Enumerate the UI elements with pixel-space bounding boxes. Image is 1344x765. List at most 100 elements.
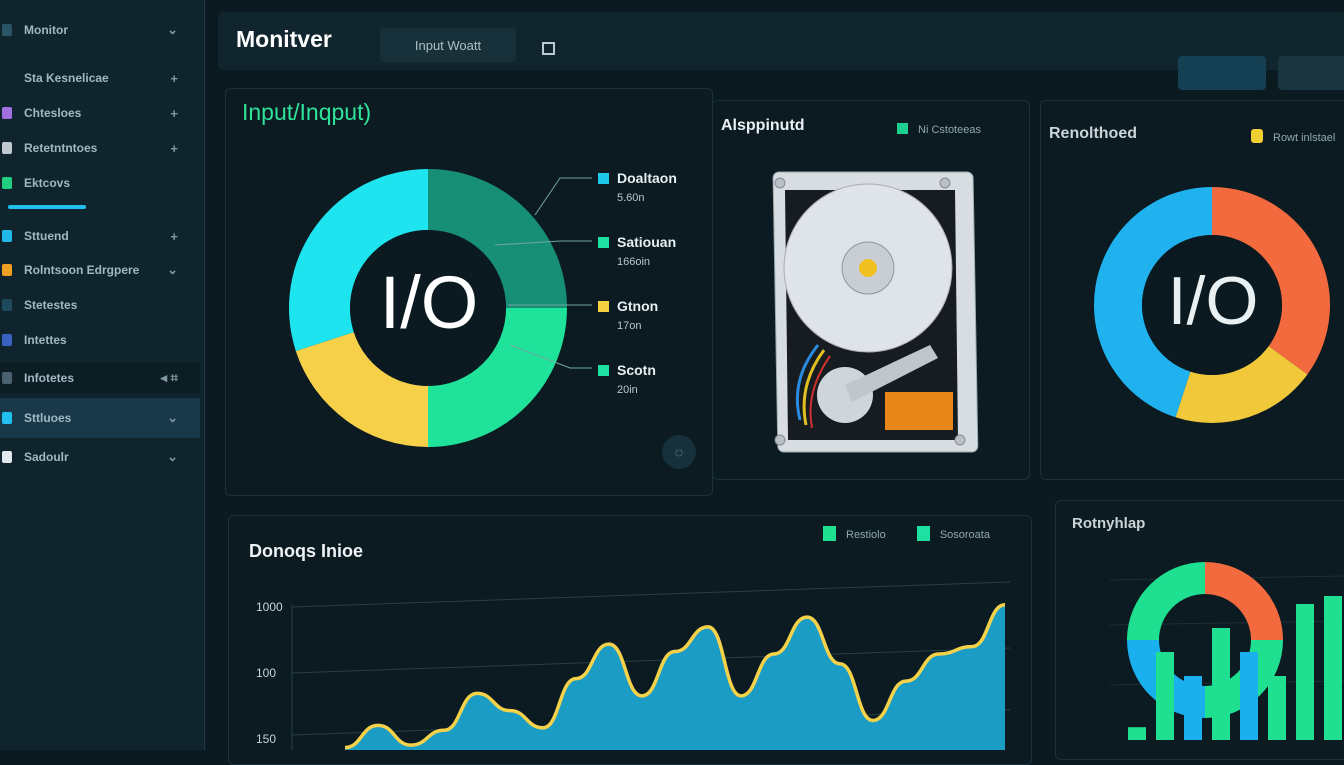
bar (1324, 596, 1342, 740)
sidebar-item-label: Chtesloes (24, 106, 82, 120)
leader-line (494, 240, 592, 246)
active-indicator (8, 205, 86, 209)
app-icon (2, 299, 12, 311)
gridline (291, 581, 1011, 608)
chevron-down-icon[interactable]: ⌄ (167, 22, 178, 37)
bar (1212, 628, 1230, 740)
legend-label: Restiolo (846, 529, 886, 541)
legend-name: Doaltaon (617, 170, 677, 186)
io-legend-item: Gtnon 17on (598, 298, 658, 332)
sidebar-item-label: Sttuend (24, 229, 69, 243)
io-panel-title: Input/Inqput) (242, 99, 372, 125)
sidebar-item-label: Sttluoes (24, 411, 72, 425)
chat-icon[interactable]: ◌ (662, 435, 696, 469)
io-legend-item: Doaltaon 5.60n (598, 170, 677, 204)
chevron-down-icon[interactable]: ⌄ (167, 262, 178, 277)
sidebar-item[interactable]: Chtesloes + (0, 98, 200, 128)
bar (1128, 727, 1146, 740)
plus-icon[interactable]: + (170, 105, 178, 121)
legend-swatch (916, 526, 930, 541)
legend-swatch (1251, 129, 1263, 143)
sidebar-item[interactable]: Monitor ⌄ (0, 15, 200, 45)
legend-label: Sosoroata (939, 529, 990, 541)
plus-icon[interactable]: + (170, 70, 178, 86)
area-fill (345, 604, 1005, 750)
right-donut-slice (1175, 346, 1308, 423)
right-io-center-label: I/O (1167, 263, 1259, 339)
io-legend-item: Scotn 20in (598, 362, 656, 396)
gridline (291, 647, 1011, 674)
sidebar-item[interactable]: Sttluoes ⌄ (0, 398, 200, 438)
io-donut-slice (289, 169, 428, 351)
right-donut-slice (1212, 187, 1330, 375)
sidebar-item-label: Monitor (24, 23, 68, 37)
legend-label: Rowt inlstael (1273, 132, 1336, 144)
sidebar-item[interactable]: Rolntsoon Edrgpere ⌄ (0, 255, 200, 285)
line-chart-legend: Restiolo Sosoroata (823, 526, 990, 541)
y-tick-label: 100 (256, 666, 277, 680)
mini-donut-slice (1205, 562, 1283, 640)
legend-name: Scotn (617, 362, 656, 378)
sidebar-item[interactable]: Ektcovs (0, 168, 200, 198)
sidebar-item-label: Sadoulr (24, 450, 69, 464)
app-icon (2, 412, 12, 424)
sidebar-item[interactable]: Stetestes (0, 290, 200, 320)
sidebar-item-label: Stetestes (24, 298, 78, 312)
io-donut-slice (428, 308, 567, 447)
app-icon (2, 372, 12, 384)
hdd-panel-title: Alsppinutd (721, 117, 805, 134)
io-legend-item: Satiouan 166oin (598, 234, 676, 268)
sidebar-item[interactable]: Sadoulr ⌄ (0, 442, 200, 472)
right-panel-title: Renolthoed (1049, 125, 1137, 142)
legend-swatch (897, 123, 908, 134)
app-icon (2, 334, 12, 346)
sidebar-item[interactable]: Infotetes ◂ ⌗ (0, 363, 200, 393)
legend-name: Satiouan (617, 234, 677, 250)
line-chart-title: Donoqs Inioe (249, 541, 363, 561)
arrow-icon[interactable]: ◂ ⌗ (160, 370, 178, 385)
app-icon (2, 230, 12, 242)
bar (1268, 676, 1286, 740)
right-donut-slice (1094, 187, 1212, 418)
sidebar-item-label: Retetntntoes (24, 141, 98, 155)
mini-panel-title: Rotnyhlap (1072, 515, 1146, 532)
plus-icon[interactable]: + (170, 140, 178, 156)
app-title: Monitver (236, 26, 332, 52)
window-icon[interactable] (542, 42, 555, 55)
sidebar-item[interactable]: Sttuend + (0, 221, 200, 251)
primary-button[interactable] (1178, 56, 1266, 90)
app-icon (2, 142, 12, 154)
bar (1240, 652, 1258, 740)
io-donut-slice (428, 169, 567, 308)
plus-icon[interactable]: + (170, 228, 178, 244)
sidebar-item-label: Sta Kesnelicae (24, 71, 109, 85)
right-legend: Rowt inlstael (1251, 129, 1335, 144)
legend-swatch (598, 301, 609, 312)
chevron-down-icon[interactable]: ⌄ (167, 449, 178, 464)
io-donut-slice (295, 332, 428, 448)
legend-swatch (823, 526, 836, 541)
sidebar-item-label: Ektcovs (24, 176, 71, 190)
sidebar-item[interactable]: Retetntntoes + (0, 133, 200, 163)
legend-name: Gtnon (617, 298, 659, 314)
legend-swatch (598, 365, 609, 376)
legend-value: 166oin (617, 256, 651, 268)
sidebar-item-label: Intettes (24, 333, 67, 347)
tab-input-woatt[interactable]: Input Woatt (380, 28, 516, 62)
legend-value: 20in (617, 384, 638, 396)
io-center-label: I/O (379, 261, 479, 344)
sidebar-item-label: Rolntsoon Edrgpere (24, 263, 140, 277)
leader-line (534, 177, 592, 216)
area-line (344, 603, 1006, 750)
bar (1296, 604, 1314, 740)
mini-donut-slice (1127, 562, 1205, 640)
sidebar-item[interactable]: Sta Kesnelicae + (0, 63, 200, 93)
app-icon (2, 177, 12, 189)
bar (1184, 676, 1202, 740)
secondary-button[interactable] (1278, 56, 1344, 90)
chevron-down-icon[interactable]: ⌄ (167, 410, 178, 425)
sidebar-item[interactable]: Intettes (0, 325, 200, 355)
y-tick-label: 1000 (256, 600, 283, 614)
legend-value: 17on (617, 320, 642, 332)
